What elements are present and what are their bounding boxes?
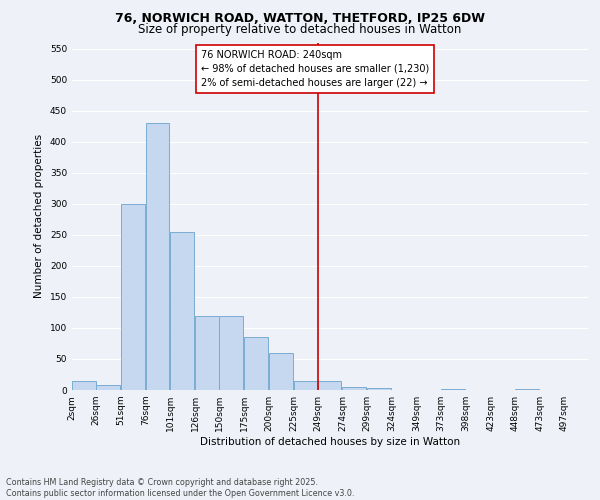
Bar [72, 380, 96, 390]
Bar [515, 389, 539, 390]
Bar [269, 353, 293, 390]
Bar [195, 316, 219, 390]
Y-axis label: Number of detached properties: Number of detached properties [34, 134, 44, 298]
Bar [343, 387, 366, 390]
Bar [317, 380, 341, 390]
Bar [96, 385, 120, 390]
Bar [219, 316, 243, 390]
Bar [121, 204, 145, 390]
Bar [244, 338, 268, 390]
X-axis label: Distribution of detached houses by size in Watton: Distribution of detached houses by size … [200, 437, 460, 447]
Bar [294, 380, 317, 390]
Bar [170, 232, 194, 390]
Text: Contains HM Land Registry data © Crown copyright and database right 2025.
Contai: Contains HM Land Registry data © Crown c… [6, 478, 355, 498]
Bar [146, 123, 169, 390]
Bar [441, 389, 465, 390]
Text: 76, NORWICH ROAD, WATTON, THETFORD, IP25 6DW: 76, NORWICH ROAD, WATTON, THETFORD, IP25… [115, 12, 485, 26]
Bar [367, 388, 391, 390]
Text: Size of property relative to detached houses in Watton: Size of property relative to detached ho… [139, 22, 461, 36]
Text: 76 NORWICH ROAD: 240sqm
← 98% of detached houses are smaller (1,230)
2% of semi-: 76 NORWICH ROAD: 240sqm ← 98% of detache… [201, 50, 430, 88]
